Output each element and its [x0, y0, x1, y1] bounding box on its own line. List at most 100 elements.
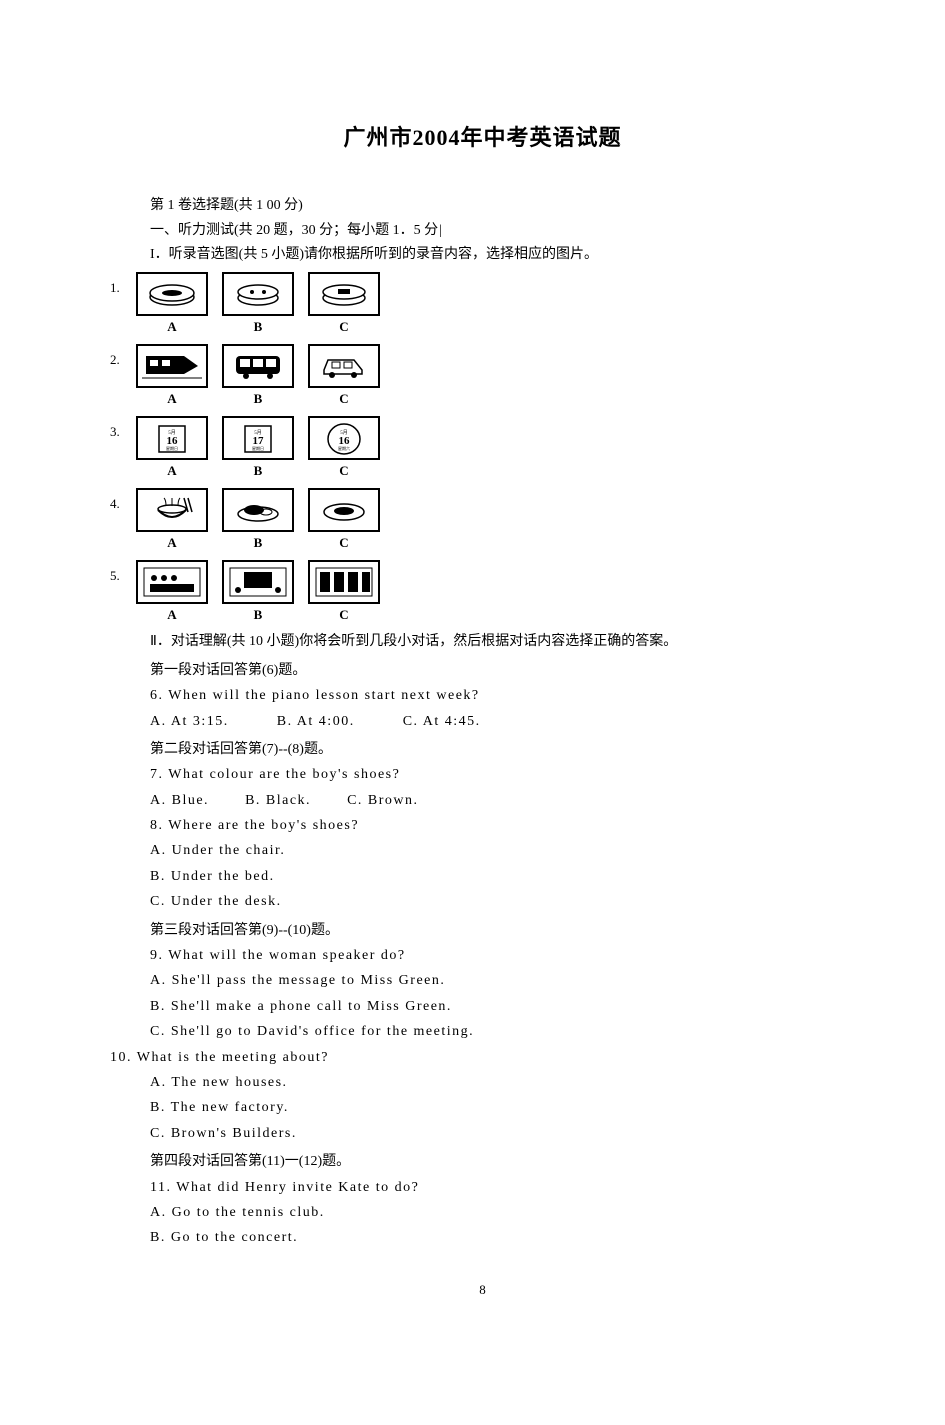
svg-text:星期日: 星期日 — [166, 445, 178, 451]
q9-opt-a: A. She'll pass the message to Miss Green… — [150, 970, 855, 992]
q9-opt-b: B. She'll make a phone call to Miss Gree… — [150, 996, 855, 1018]
image-box — [308, 344, 380, 388]
dialogue-1-header: 第一段对话回答第(6)题。 — [150, 660, 855, 682]
image-box: 5月17星期日 — [222, 416, 294, 460]
image-box — [222, 272, 294, 316]
image-cell: B — [222, 344, 294, 410]
cake-icon — [230, 279, 286, 309]
image-cell: C — [308, 344, 380, 410]
q10-opt-b: B. The new factory. — [150, 1097, 855, 1119]
image-caption: C — [339, 461, 348, 482]
plate-icon — [230, 492, 286, 528]
q7-opt-b: B. Black. — [245, 790, 311, 812]
calendar-icon: 5月16星期六 — [319, 420, 369, 456]
image-cell: 5月16星期六 C — [308, 416, 380, 482]
q6-text: 6. When will the piano lesson start next… — [150, 685, 855, 707]
calendar-icon: 5月16星期日 — [147, 420, 197, 456]
cake-icon — [316, 279, 372, 309]
scene-icon — [140, 564, 204, 600]
image-cell: C — [308, 272, 380, 338]
image-box — [222, 344, 294, 388]
svg-text:星期六: 星期六 — [338, 445, 350, 451]
q-number: 3. — [110, 416, 128, 443]
image-box — [308, 560, 380, 604]
image-box — [308, 488, 380, 532]
image-cell: B — [222, 488, 294, 554]
q-number: 1. — [110, 272, 128, 299]
q9-opt-c: C. She'll go to David's office for the m… — [150, 1021, 855, 1043]
image-group: A B C — [136, 272, 380, 338]
image-cell: 5月17星期日 B — [222, 416, 294, 482]
q11-opt-a: A. Go to the tennis club. — [150, 1202, 855, 1224]
image-caption: A — [167, 605, 176, 626]
page-number: 8 — [110, 1280, 855, 1301]
q-number: 4. — [110, 488, 128, 515]
image-cell: C — [308, 560, 380, 626]
q6-opt-c: C. At 4:45. — [403, 711, 481, 733]
q10-opt-a: A. The new houses. — [150, 1072, 855, 1094]
image-cell: A — [136, 560, 208, 626]
q10-opt-c: C. Brown's Builders. — [150, 1123, 855, 1145]
image-box — [222, 488, 294, 532]
image-caption: B — [254, 461, 263, 482]
section-header-3: I．听录音选图(共 5 小题)请你根据所听到的录音内容，选择相应的图片。 — [150, 244, 855, 266]
section-header-2: 一、听力测试(共 20 题，30 分；每小题 1．5 分 — [150, 220, 855, 242]
dialogue-2-header: 第二段对话回答第(7)--(8)题。 — [150, 739, 855, 761]
image-cell: B — [222, 560, 294, 626]
image-cell: C — [308, 488, 380, 554]
image-box — [136, 560, 208, 604]
section-header-1: 第 1 卷选择题(共 1 00 分) — [150, 195, 855, 217]
image-cell: A — [136, 344, 208, 410]
image-box — [136, 344, 208, 388]
image-cell: A — [136, 272, 208, 338]
section-2-intro: Ⅱ．对话理解(共 10 小题)你将会听到几段小对话，然后根据对话内容选择正确的答… — [150, 631, 855, 653]
image-caption: C — [339, 533, 348, 554]
dish-icon — [316, 492, 372, 528]
q7-opt-c: C. Brown. — [347, 790, 418, 812]
image-box: 5月16星期日 — [136, 416, 208, 460]
image-cell: B — [222, 272, 294, 338]
q11-text: 11. What did Henry invite Kate to do? — [150, 1177, 855, 1199]
image-group: A B C — [136, 560, 380, 626]
q-number: 2. — [110, 344, 128, 371]
calendar-icon: 5月17星期日 — [233, 420, 283, 456]
dialogue-4-header: 第四段对话回答第(11)一(12)题。 — [150, 1151, 855, 1173]
q9-text: 9. What will the woman speaker do? — [150, 945, 855, 967]
image-question-5: 5. A B C — [110, 560, 855, 626]
page-title: 广州市2004年中考英语试题 — [110, 120, 855, 155]
q7-options: A. Blue. B. Black. C. Brown. — [150, 790, 855, 812]
image-caption: B — [254, 317, 263, 338]
scene-icon — [226, 564, 290, 600]
image-caption: C — [339, 317, 348, 338]
image-question-3: 3. 5月16星期日 A 5月17星期日 B 5月16星期六 C — [110, 416, 855, 482]
q7-opt-a: A. Blue. — [150, 790, 209, 812]
bowl-icon — [144, 492, 200, 528]
image-caption: B — [254, 533, 263, 554]
q8-opt-a: A. Under the chair. — [150, 840, 855, 862]
image-caption: B — [254, 605, 263, 626]
page: 广州市2004年中考英语试题 第 1 卷选择题(共 1 00 分) 一、听力测试… — [0, 0, 945, 1361]
image-caption: A — [167, 317, 176, 338]
svg-text:星期日: 星期日 — [252, 445, 264, 451]
image-caption: A — [167, 389, 176, 410]
image-caption: A — [167, 461, 176, 482]
image-cell: 5月16星期日 A — [136, 416, 208, 482]
image-question-1: 1. A B C — [110, 272, 855, 338]
q8-opt-c: C. Under the desk. — [150, 891, 855, 913]
q-number: 5. — [110, 560, 128, 587]
dialogue-3-header: 第三段对话回答第(9)--(10)题。 — [150, 920, 855, 942]
image-caption: A — [167, 533, 176, 554]
q6-options: A. At 3:15. B. At 4:00. C. At 4:45. — [150, 711, 855, 733]
image-box — [136, 488, 208, 532]
q7-text: 7. What colour are the boy's shoes? — [150, 764, 855, 786]
cake-icon — [144, 279, 200, 309]
image-box — [136, 272, 208, 316]
car-icon — [314, 348, 374, 384]
train-icon — [140, 348, 204, 384]
image-box: 5月16星期六 — [308, 416, 380, 460]
image-group: A B C — [136, 488, 380, 554]
q8-opt-b: B. Under the bed. — [150, 866, 855, 888]
bus-icon — [228, 348, 288, 384]
image-caption: C — [339, 605, 348, 626]
q6-opt-b: B. At 4:00. — [277, 711, 355, 733]
